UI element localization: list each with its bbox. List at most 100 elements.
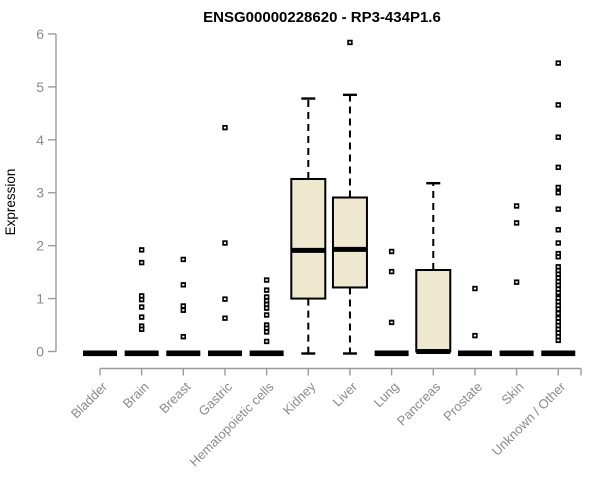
box-liver — [331, 196, 368, 289]
outlier-point-center-unknown-other — [557, 252, 560, 255]
outlier-point-center-unknown-other — [557, 62, 560, 64]
outlier-point-center-unknown-other — [557, 265, 560, 268]
x-tick-label-bladder: Bladder — [68, 379, 111, 422]
outlier-point-center-breast — [182, 309, 185, 312]
outlier-point-center-brain — [140, 328, 143, 331]
outlier-point-center-brain — [140, 325, 143, 327]
outlier-point-center-unknown-other — [557, 136, 560, 139]
zero-box-bar-lung — [374, 350, 409, 357]
zero-box-bar-gastric — [207, 350, 242, 357]
outlier-point-center-unknown-other — [557, 312, 560, 315]
outlier-point-center-unknown-other — [557, 328, 560, 331]
outlier-point-center-unknown-other — [557, 291, 560, 294]
y-tick-label: 6 — [36, 26, 44, 42]
outlier-point-center-unknown-other — [557, 228, 560, 231]
zero-box-bar-prostate — [457, 350, 492, 357]
outlier-point-center-unknown-other — [557, 255, 560, 258]
y-tick-label: 2 — [36, 238, 44, 254]
outlier-point-center-hematopoietic-cells — [265, 331, 268, 333]
outlier-point-center-unknown-other — [557, 273, 560, 276]
outlier-point-center-gastric — [223, 298, 227, 301]
box-kidney — [290, 177, 327, 300]
outlier-point-center-unknown-other — [557, 335, 560, 338]
outlier-point-center-hematopoietic-cells — [265, 299, 268, 302]
outlier-point-center-unknown-other — [557, 304, 560, 307]
zero-box-bar-bladder — [83, 350, 117, 357]
y-tick-label: 4 — [36, 132, 44, 148]
outlier-point-center-hematopoietic-cells — [265, 314, 268, 316]
outlier-point-center-breast — [182, 305, 185, 307]
outlier-point-center-lung — [390, 250, 393, 253]
y-tick-label: 3 — [36, 185, 44, 201]
x-tick-label-skin: Skin — [498, 379, 526, 407]
outlier-point-center-unknown-other — [557, 242, 560, 244]
outlier-point-center-lung — [390, 270, 393, 273]
x-tick-label-brain: Brain — [120, 379, 152, 411]
x-tick-label-gastric: Gastric — [195, 379, 235, 419]
outlier-point-center-hematopoietic-cells — [265, 340, 268, 343]
zero-box-bar-hematopoietic-cells — [249, 350, 284, 357]
outlier-point-center-unknown-other — [557, 339, 560, 342]
outlier-point-center-brain — [140, 248, 143, 251]
box-pancreas — [415, 269, 452, 353]
zero-box-bar-brain — [124, 350, 159, 357]
x-tick-label-unknown-other: Unknown / Other — [489, 379, 569, 459]
outlier-point-center-hematopoietic-cells — [265, 279, 268, 281]
outlier-point-center-brain — [140, 316, 143, 319]
outlier-point-center-prostate — [473, 287, 477, 290]
y-tick-label: 5 — [36, 79, 44, 95]
outlier-point-center-unknown-other — [557, 284, 560, 287]
outlier-point-center-breast — [182, 258, 185, 261]
outlier-point-center-gastric — [223, 242, 227, 244]
outlier-point-center-unknown-other — [557, 166, 560, 169]
outlier-point-center-unknown-other — [557, 288, 560, 290]
outlier-point-center-unknown-other — [557, 332, 560, 334]
outlier-point-center-prostate — [473, 334, 477, 337]
x-tick-label-prostate: Prostate — [440, 379, 485, 424]
outlier-point-center-hematopoietic-cells — [265, 307, 268, 310]
outlier-point-center-brain — [140, 306, 143, 308]
outlier-point-center-gastric — [223, 126, 227, 129]
outlier-point-center-liver — [348, 41, 352, 44]
outlier-point-center-lung — [390, 321, 393, 324]
outlier-point-center-unknown-other — [557, 324, 560, 327]
outlier-point-center-brain — [140, 261, 143, 264]
chart-title: ENSG00000228620 - RP3-434P1.6 — [203, 9, 441, 26]
outlier-point-center-unknown-other — [557, 308, 560, 311]
outlier-point-center-unknown-other — [557, 320, 560, 323]
y-tick-label: 1 — [36, 291, 44, 307]
outlier-point-center-unknown-other — [557, 191, 560, 194]
zero-box-bar-unknown-other — [541, 350, 576, 357]
outlier-point-center-hematopoietic-cells — [265, 324, 268, 326]
outlier-point-center-unknown-other — [557, 317, 560, 320]
outlier-point-center-unknown-other — [557, 208, 560, 211]
outlier-point-center-hematopoietic-cells — [265, 327, 268, 330]
y-axis-label: Expression — [3, 169, 18, 236]
y-tick-label: 0 — [36, 344, 44, 360]
outlier-point-center-unknown-other — [557, 103, 560, 106]
x-tick-label-pancreas: Pancreas — [394, 379, 444, 429]
outlier-point-center-hematopoietic-cells — [265, 296, 268, 298]
outlier-point-center-skin — [515, 281, 518, 284]
outlier-point-center-skin — [515, 222, 518, 224]
outlier-point-center-gastric — [223, 317, 227, 320]
zero-box-bar-breast — [166, 350, 201, 357]
outlier-point-center-hematopoietic-cells — [265, 303, 268, 306]
outlier-point-center-breast — [182, 335, 185, 338]
zero-box-bar-skin — [499, 350, 534, 357]
x-tick-label-liver: Liver — [330, 379, 361, 410]
outlier-point-center-brain — [140, 298, 143, 301]
outlier-point-center-breast — [182, 283, 185, 286]
x-tick-label-breast: Breast — [156, 379, 193, 416]
outlier-point-center-unknown-other — [557, 280, 560, 283]
outlier-point-center-unknown-other — [557, 300, 560, 303]
outlier-point-center-unknown-other — [557, 297, 560, 299]
x-tick-label-lung: Lung — [371, 379, 402, 410]
outlier-point-center-unknown-other — [557, 186, 560, 189]
outlier-point-center-brain — [140, 295, 143, 297]
x-tick-label-kidney: Kidney — [280, 379, 319, 418]
outlier-point-center-unknown-other — [557, 269, 560, 272]
